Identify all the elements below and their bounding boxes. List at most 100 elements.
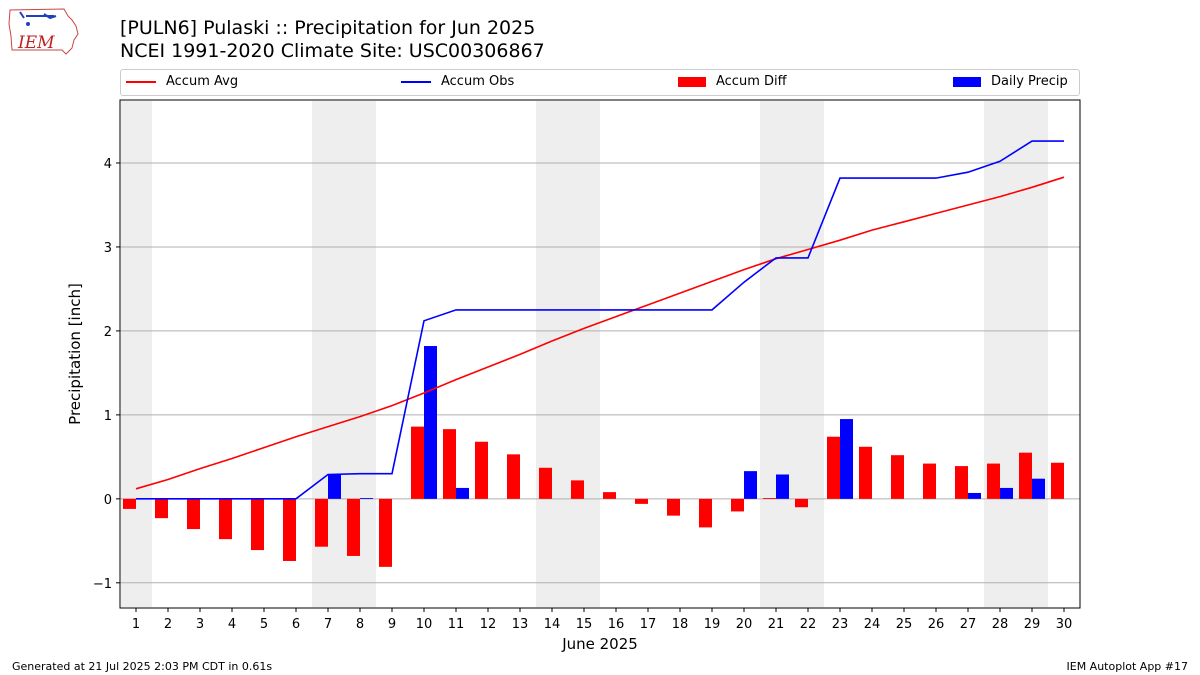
bar-accum-diff	[379, 498, 392, 567]
bar-accum-diff	[1019, 452, 1032, 499]
legend-item-accum-diff: Accum Diff	[678, 74, 787, 89]
bar-accum-diff	[763, 498, 776, 499]
legend-label: Accum Avg	[166, 74, 239, 89]
line-accum-obs	[136, 140, 1064, 500]
logo-text: IEM	[17, 33, 55, 53]
footer-generated-text: Generated at 21 Jul 2025 2:03 PM CDT in …	[12, 660, 273, 673]
y-tick-label: 3	[104, 241, 112, 256]
bar-accum-diff	[667, 498, 680, 516]
weekend-shade	[121, 101, 152, 607]
y-tick-label: −1	[93, 577, 112, 592]
bar-accum-diff	[827, 436, 840, 499]
x-tick-label: 6	[292, 617, 300, 632]
line-accum-avg	[135, 176, 1065, 490]
iowa-state-outline	[8, 8, 79, 55]
legend-swatch-daily-precip	[953, 76, 981, 87]
weather-symbols-icon	[19, 11, 57, 20]
x-tick-label: 4	[228, 617, 236, 632]
bar-accum-diff	[859, 446, 872, 499]
legend-label: Daily Precip	[991, 74, 1068, 89]
bar-daily-precip	[456, 487, 469, 499]
bar-accum-diff	[283, 498, 296, 561]
bar-accum-diff	[251, 498, 264, 551]
x-tick-label: 7	[324, 617, 332, 632]
bar-accum-diff	[187, 498, 200, 530]
bar-daily-precip	[328, 474, 341, 499]
bar-accum-diff	[795, 498, 808, 508]
x-tick-label: 16	[608, 617, 625, 632]
x-tick-label: 22	[800, 617, 817, 632]
bar-daily-precip	[424, 346, 437, 499]
y-tick-label: 4	[104, 157, 112, 172]
legend-swatch-accum-obs	[401, 80, 431, 83]
x-tick-label: 19	[704, 617, 721, 632]
bar-daily-precip	[360, 498, 373, 499]
legend-label: Accum Diff	[716, 74, 787, 89]
x-tick-label: 20	[736, 617, 753, 632]
x-tick-label: 10	[416, 617, 433, 632]
bar-daily-precip	[968, 492, 981, 499]
x-tick-label: 2	[164, 617, 172, 632]
bar-daily-precip	[744, 471, 757, 499]
bar-accum-diff	[219, 498, 232, 540]
x-tick-label: 13	[512, 617, 529, 632]
chart-title: [PULN6] Pulaski :: Precipitation for Jun…	[120, 17, 536, 39]
bars	[123, 346, 1064, 567]
x-tick-label: 18	[672, 617, 689, 632]
x-tick-label: 12	[480, 617, 497, 632]
weekend-shade	[984, 101, 1048, 607]
x-tick-label: 23	[832, 617, 849, 632]
bar-accum-diff	[603, 492, 616, 499]
bar-daily-precip	[776, 474, 789, 499]
weekend-shade	[760, 101, 824, 607]
x-tick-label: 14	[544, 617, 561, 632]
bar-accum-diff	[443, 429, 456, 499]
y-axis-label: Precipitation [inch]	[66, 283, 84, 425]
bar-accum-diff	[923, 463, 936, 499]
bar-daily-precip	[1032, 478, 1045, 499]
x-tick-label: 24	[864, 617, 881, 632]
y-tick-label: 2	[104, 325, 112, 340]
bar-accum-diff	[475, 441, 488, 499]
x-tick-label: 21	[768, 617, 785, 632]
weekend-shade	[536, 101, 600, 607]
x-tick-label: 3	[196, 617, 204, 632]
x-tick-label: 5	[260, 617, 268, 632]
legend-item-accum-obs: Accum Obs	[401, 74, 514, 89]
legend-item-daily-precip: Daily Precip	[953, 74, 1068, 89]
y-tick-label: 1	[104, 409, 112, 424]
bar-accum-diff	[315, 498, 328, 547]
chart-subtitle: NCEI 1991-2020 Climate Site: USC00306867	[120, 40, 545, 62]
legend-label: Accum Obs	[441, 74, 515, 89]
bar-accum-diff	[539, 467, 552, 499]
x-tick-label: 8	[356, 617, 364, 632]
bar-accum-diff	[347, 498, 360, 556]
bar-accum-diff	[155, 498, 168, 519]
bar-accum-diff	[731, 498, 744, 512]
bar-accum-diff	[123, 498, 136, 509]
series-lines	[135, 140, 1065, 500]
legend-swatch-accum-diff	[678, 76, 706, 87]
bar-accum-diff	[571, 480, 584, 499]
plot-frame	[119, 99, 1081, 609]
bar-accum-diff	[635, 498, 648, 504]
footer-app-text: IEM Autoplot App #17	[1066, 660, 1189, 673]
bar-daily-precip	[840, 419, 853, 499]
iem-logo: IEM	[8, 8, 79, 55]
x-axis-label: June 2025	[561, 635, 638, 653]
x-tick-label: 30	[1056, 617, 1073, 632]
legend-item-accum-avg: Accum Avg	[126, 74, 238, 89]
x-tick-label: 9	[388, 617, 396, 632]
bar-accum-diff	[955, 466, 968, 499]
bar-accum-diff	[507, 454, 520, 499]
x-tick-label: 27	[960, 617, 977, 632]
x-tick-label: 17	[640, 617, 657, 632]
x-tick-label: 1	[132, 617, 140, 632]
station-dot-icon	[26, 22, 30, 26]
x-tick-label: 11	[448, 617, 465, 632]
bar-accum-diff	[1051, 462, 1064, 499]
bar-accum-diff	[987, 463, 1000, 499]
bar-accum-diff	[411, 426, 424, 499]
